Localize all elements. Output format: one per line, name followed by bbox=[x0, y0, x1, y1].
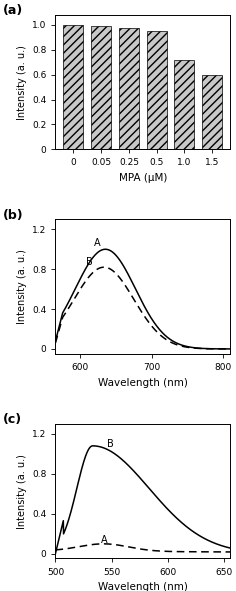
Bar bbox=[174, 60, 194, 150]
Bar bbox=[119, 28, 139, 150]
Text: (b): (b) bbox=[3, 209, 24, 222]
X-axis label: MPA (μM): MPA (μM) bbox=[119, 173, 167, 183]
Bar bbox=[63, 25, 83, 150]
Text: A: A bbox=[101, 534, 107, 544]
Y-axis label: Intensity (a. u.): Intensity (a. u.) bbox=[17, 45, 26, 119]
Y-axis label: Intensity (a. u.): Intensity (a. u.) bbox=[17, 249, 26, 324]
Bar bbox=[147, 31, 167, 150]
X-axis label: Wavelength (nm): Wavelength (nm) bbox=[98, 582, 188, 591]
Y-axis label: Intensity (a. u.): Intensity (a. u.) bbox=[17, 454, 26, 528]
X-axis label: Wavelength (nm): Wavelength (nm) bbox=[98, 378, 188, 388]
Text: B: B bbox=[107, 439, 114, 449]
Text: (c): (c) bbox=[3, 413, 22, 426]
Text: A: A bbox=[93, 238, 100, 248]
Text: B: B bbox=[86, 257, 92, 267]
Bar bbox=[91, 26, 111, 150]
Bar bbox=[202, 74, 222, 150]
Text: (a): (a) bbox=[3, 4, 23, 17]
